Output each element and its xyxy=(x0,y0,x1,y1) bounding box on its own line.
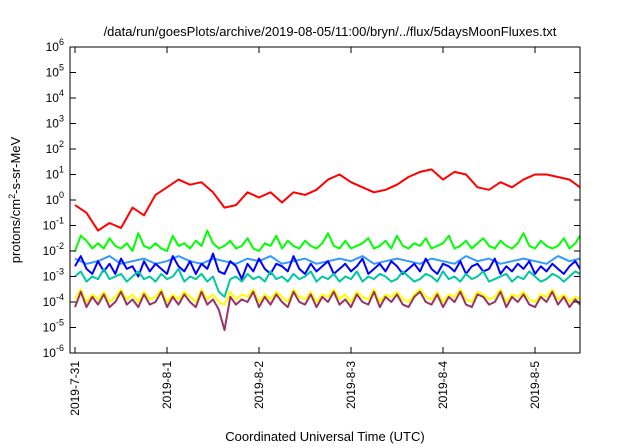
series-line-7 xyxy=(74,290,581,332)
y-tick-label: 10-3 xyxy=(43,267,64,284)
y-tick-label: 104 xyxy=(46,88,64,105)
chart-title: /data/run/goesPlots/archive/2019-08-05/1… xyxy=(104,24,557,39)
y-tick-label: 10-6 xyxy=(43,343,64,360)
y-tick-label: 103 xyxy=(46,114,64,131)
y-tick-label: 105 xyxy=(46,63,64,80)
y-tick-label: 10-5 xyxy=(43,318,64,335)
y-tick-label: 10-4 xyxy=(43,292,64,309)
plot-frame xyxy=(69,46,581,354)
x-tick-label: 2019-8-1 xyxy=(160,361,174,409)
y-axis-label: protons/cm2-s-sr-MeV xyxy=(7,136,23,263)
series-line-4 xyxy=(74,252,581,281)
y-axis-ticks: 10-6 10-5 10-4 10-3 10-2 10-1 100 101 102 103 104 1… xyxy=(43,37,580,360)
series-line-5 xyxy=(74,267,581,298)
y-tick-label: 106 xyxy=(46,37,64,54)
x-tick-label: 2019-8-3 xyxy=(344,361,358,409)
x-tick-label: 2019-7-31 xyxy=(68,361,82,416)
y-tick-label: 100 xyxy=(46,190,64,207)
x-axis-label: Coordinated Universal Time (UTC) xyxy=(225,429,424,444)
y-tick-label: 102 xyxy=(46,139,64,156)
series-layer xyxy=(74,168,581,332)
x-tick-label: 2019-8-4 xyxy=(436,361,450,409)
series-line-6 xyxy=(74,288,581,306)
series-line-2 xyxy=(74,229,581,252)
x-tick-label: 2019-8-5 xyxy=(528,361,542,409)
y-tick-label: 10-1 xyxy=(43,216,64,233)
series-line-1 xyxy=(74,168,581,232)
x-tick-label: 2019-8-2 xyxy=(252,361,266,409)
y-tick-label: 101 xyxy=(46,165,64,182)
y-tick-label: 10-2 xyxy=(43,241,64,258)
x-axis-ticks: 2019-7-31 2019-8-1 2019-8-2 2019-8-3 2019-8-… xyxy=(68,47,542,416)
